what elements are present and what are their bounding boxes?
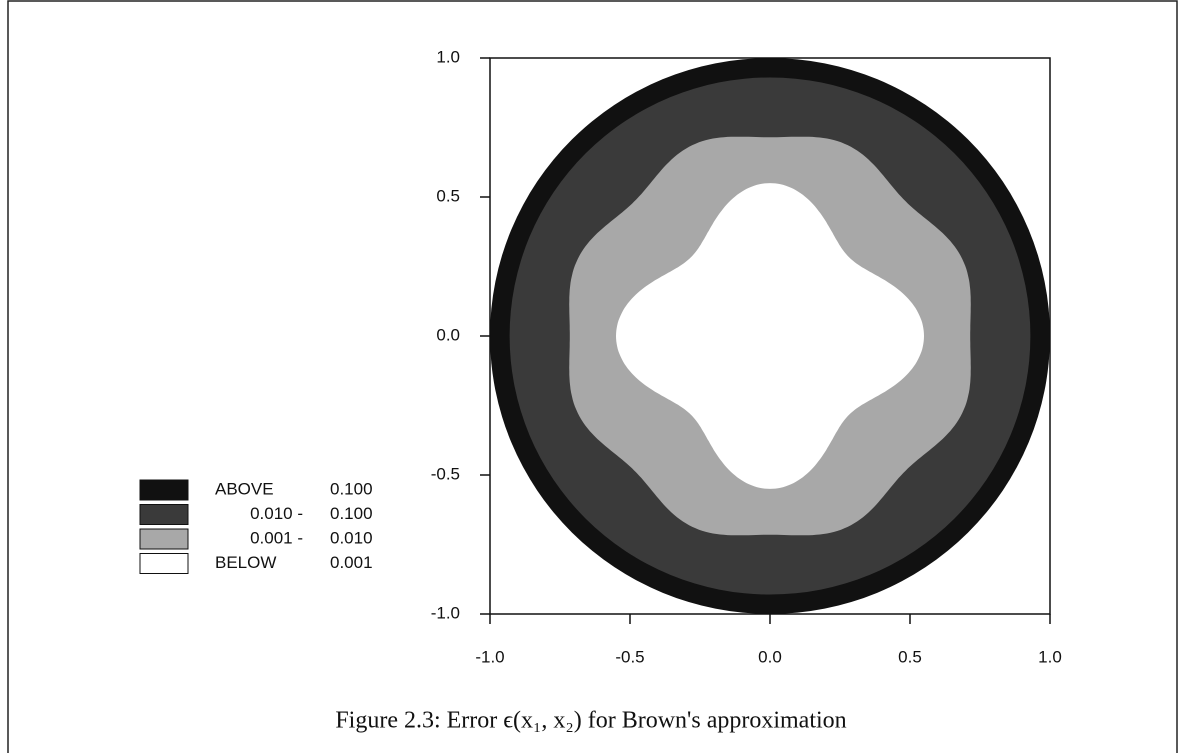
legend-from: BELOW — [215, 553, 276, 572]
x-tick-label: 1.0 — [1038, 647, 1062, 666]
legend-swatch — [139, 528, 189, 550]
frame — [7, 0, 1178, 753]
x-tick-label: -0.5 — [615, 647, 644, 666]
legend-to: 0.010 — [330, 528, 373, 547]
y-tick-label: -0.5 — [431, 464, 460, 483]
y-tick-label: -1.0 — [431, 603, 460, 622]
legend-to: 0.100 — [330, 479, 373, 498]
y-tick-label: 1.0 — [436, 47, 460, 66]
caption: Figure 2.3: Error ϵ(x₁, x₂) for Brown's … — [335, 708, 846, 734]
legend-swatch — [139, 553, 189, 574]
legend-from: ABOVE — [215, 479, 274, 498]
legend-from: 0.001 - — [250, 528, 303, 547]
x-tick-label: 0.5 — [898, 647, 922, 666]
legend-swatch — [139, 479, 189, 501]
legend-to: 0.001 — [330, 553, 373, 572]
y-tick-label: 0.0 — [436, 325, 460, 344]
region-low — [616, 183, 924, 489]
x-tick-label: 0.0 — [758, 647, 782, 666]
legend-swatch — [139, 504, 189, 525]
x-tick-label: -1.0 — [475, 647, 504, 666]
y-tick-label: 0.5 — [436, 186, 460, 205]
legend-from: 0.010 - — [250, 504, 303, 523]
legend-to: 0.100 — [330, 504, 373, 523]
